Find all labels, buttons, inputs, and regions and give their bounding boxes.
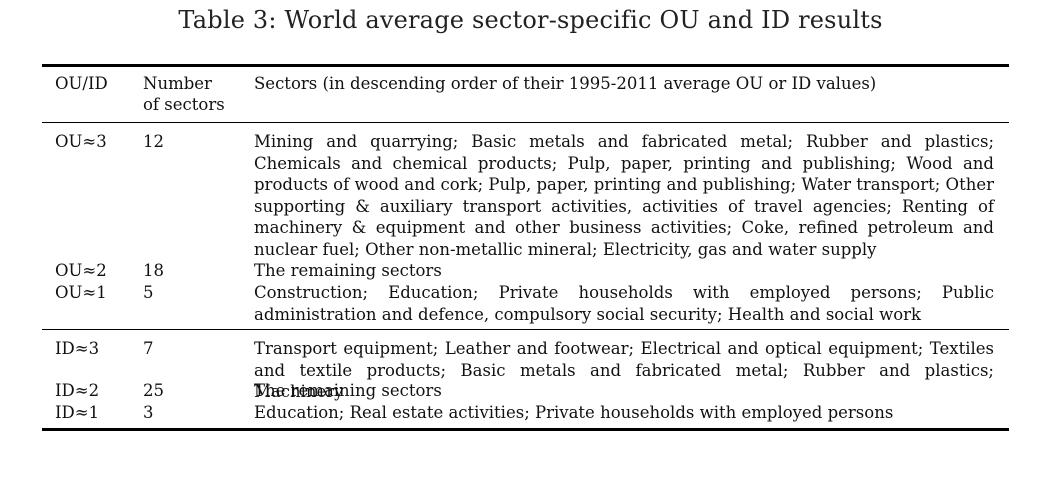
row-sectors: Mining and quarrying; Basic metals and f…: [254, 132, 994, 259]
header-number-line2: of sectors: [143, 95, 225, 114]
row-label: ID≈3: [55, 339, 100, 358]
table-top-rule: [42, 64, 1009, 67]
row-label: OU≈2: [55, 261, 107, 280]
header-rule: [42, 122, 1009, 123]
header-sectors: Sectors (in descending order of their 19…: [254, 74, 877, 93]
row-sectors: The remaining sectors: [254, 261, 442, 280]
header-ou-id: OU/ID: [55, 74, 108, 93]
row-label: OU≈3: [55, 132, 107, 151]
row-label: ID≈2: [55, 381, 100, 400]
row-count: 25: [143, 381, 164, 400]
row-count: 5: [143, 283, 154, 302]
row-sectors: Transport equipment; Leather and footwea…: [254, 339, 994, 401]
section-divider-rule: [42, 329, 1009, 330]
row-label: ID≈1: [55, 403, 100, 422]
table-caption: Table 3: World average sector-specific O…: [178, 6, 883, 34]
header-number-line1: Number: [143, 74, 212, 93]
row-sectors: Education; Real estate activities; Priva…: [254, 403, 894, 422]
row-label: OU≈1: [55, 283, 107, 302]
row-count: 3: [143, 403, 154, 422]
table-bottom-rule: [42, 428, 1009, 431]
row-sectors: The remaining sectors: [254, 381, 442, 400]
row-count: 7: [143, 339, 154, 358]
row-count: 12: [143, 132, 164, 151]
row-count: 18: [143, 261, 164, 280]
row-sectors: Construction; Education; Private househo…: [254, 283, 994, 324]
